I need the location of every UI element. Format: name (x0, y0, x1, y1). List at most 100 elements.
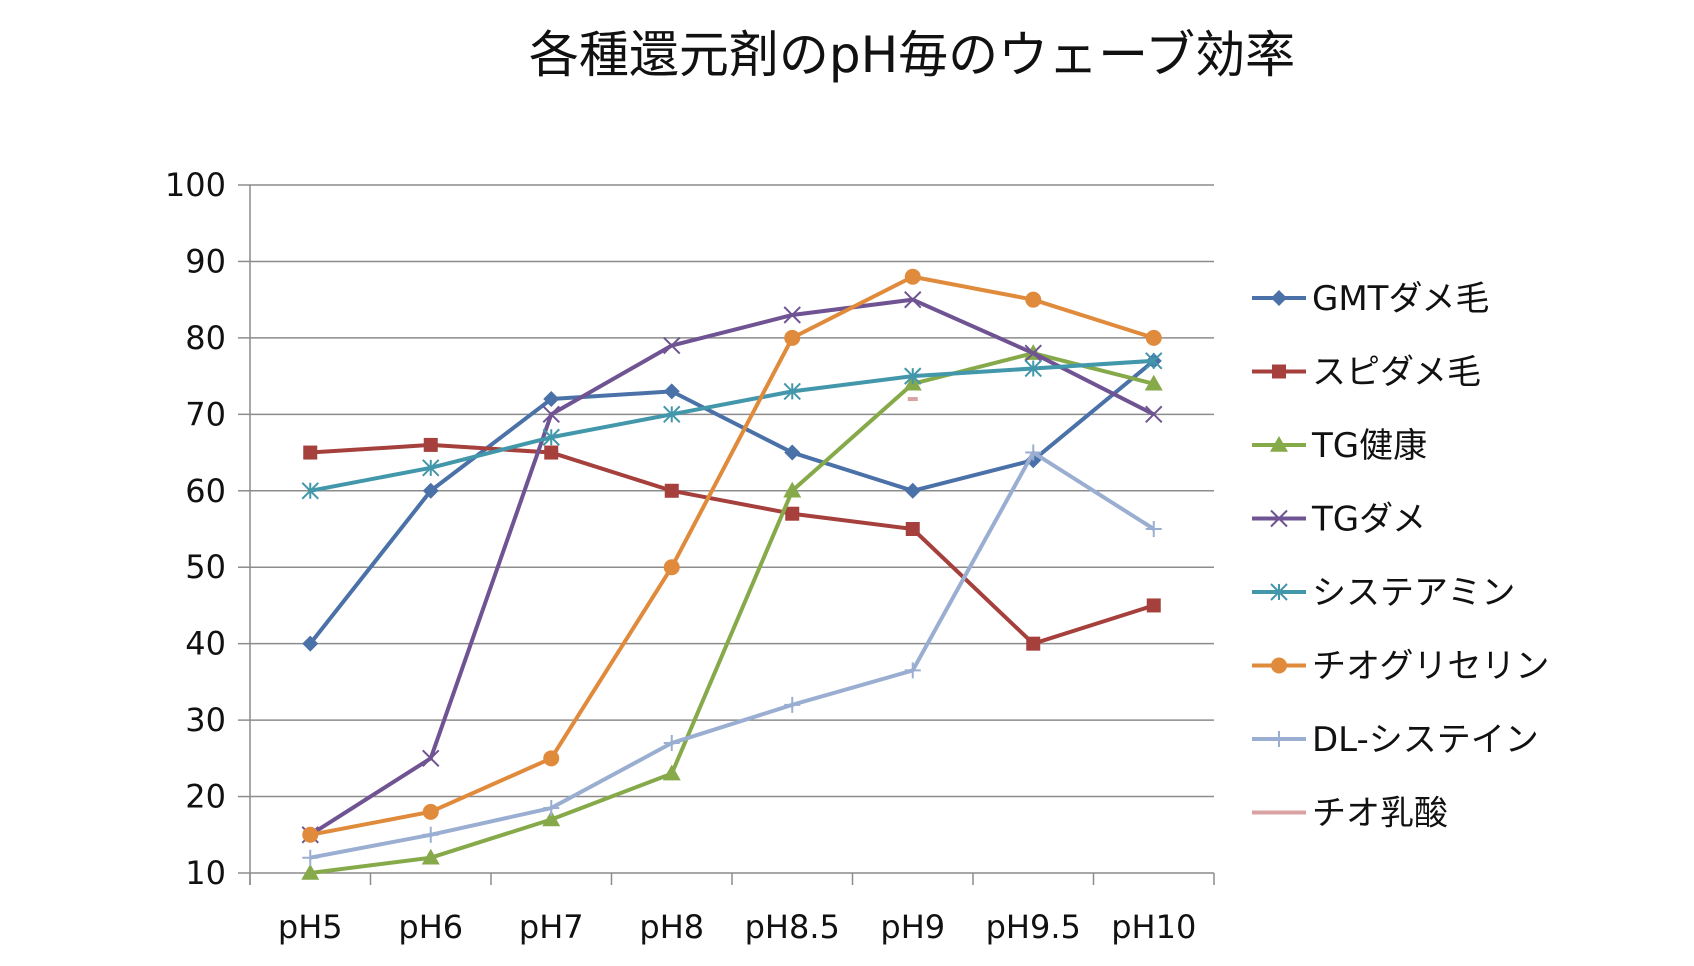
data-point-circle (663, 559, 680, 576)
y-tick-label: 20 (185, 778, 226, 816)
legend-entry: チオ乳酸 (1252, 794, 1448, 834)
data-point-diamond (904, 482, 921, 499)
data-point-plus (663, 735, 680, 752)
data-point-plus (302, 849, 319, 866)
series-3 (301, 344, 1163, 880)
data-point-star (663, 405, 681, 424)
data-point-plus (1145, 521, 1162, 537)
legend-label: チオグリセリン (1312, 647, 1549, 687)
data-point-star (783, 382, 801, 401)
data-point-plus (422, 826, 439, 843)
data-point-triangle (1270, 436, 1288, 452)
y-axis-tick-labels: 10 20 30 40 50 60 70 80 90 100 (165, 166, 226, 892)
series-line (309, 450, 1155, 860)
y-tick-label: 70 (185, 395, 226, 433)
data-point-square (1026, 636, 1041, 651)
data-point-x (1270, 509, 1288, 528)
y-tick-label: 80 (185, 319, 226, 357)
series-8 (907, 397, 918, 402)
legend-entry: チオグリセリン (1252, 647, 1549, 687)
legend-entry: TG健康 (1252, 426, 1427, 466)
series-line (309, 274, 1155, 837)
data-point-circle (302, 826, 319, 843)
legend-label: TG健康 (1311, 426, 1427, 466)
data-point-x (1145, 405, 1163, 424)
data-point-x (663, 336, 681, 355)
y-tick-label: 60 (185, 472, 226, 510)
data-point-square (664, 483, 679, 498)
series-5 (301, 352, 1163, 500)
data-point-dash (907, 397, 918, 402)
series-2 (303, 437, 1161, 651)
data-point-circle (543, 750, 560, 767)
y-tick-label: 10 (185, 854, 226, 892)
data-point-circle (904, 268, 921, 285)
data-point-diamond (543, 391, 560, 408)
y-tick-label: 30 (185, 701, 226, 739)
data-point-triangle (1144, 374, 1163, 391)
data-point-square (1146, 598, 1161, 613)
data-point-triangle (421, 848, 440, 865)
data-point-star (422, 459, 440, 477)
legend-label: DL-システイン (1312, 720, 1539, 760)
data-point-star (1024, 359, 1042, 378)
data-point-x (1024, 344, 1042, 362)
data-point-star (904, 367, 922, 385)
data-point-plus (543, 800, 560, 817)
axes (238, 184, 1215, 885)
x-tick-label: pH10 (1111, 908, 1196, 946)
y-tick-label: 90 (185, 242, 226, 280)
series-line (308, 359, 1156, 645)
data-point-star (1145, 352, 1163, 370)
data-point-plus (904, 662, 921, 679)
data-point-plus (1025, 444, 1042, 461)
data-point-triangle (542, 810, 561, 827)
x-tick-label: pH8.5 (745, 908, 840, 946)
data-point-circle (422, 803, 439, 820)
legend-label: GMTダメ毛 (1312, 279, 1489, 319)
legend-label: スピダメ毛 (1312, 353, 1481, 393)
legend-entry: TGダメ (1252, 500, 1426, 540)
data-point-square (905, 522, 920, 536)
data-point-square (423, 437, 438, 452)
gridlines (250, 184, 1214, 798)
data-point-square (544, 445, 559, 460)
data-point-diamond (784, 444, 801, 461)
data-point-star (301, 482, 319, 500)
data-point-x (783, 306, 801, 324)
series-line (310, 442, 1155, 646)
series-lines (301, 268, 1163, 880)
data-point-square (785, 506, 800, 521)
data-point-diamond (422, 482, 439, 499)
legend-label: システアミン (1312, 573, 1515, 613)
chart-title: 各種還元剤のpH毎のウェーブ効率 (529, 26, 1295, 84)
data-point-triangle (662, 764, 681, 781)
legend-entry: DL-システイン (1252, 720, 1539, 760)
x-tick-label: pH6 (398, 908, 463, 946)
legend-label: TGダメ (1311, 500, 1426, 540)
data-point-x (422, 749, 440, 768)
series-line (309, 297, 1155, 837)
legend-entry: システアミン (1252, 573, 1515, 613)
series-line (309, 351, 1155, 875)
y-tick-label: 40 (185, 625, 226, 663)
y-tick-label: 50 (185, 548, 226, 586)
x-tick-label: pH8 (639, 908, 704, 946)
data-point-diamond (663, 383, 680, 400)
data-point-plus (1271, 731, 1287, 747)
legend-entry: GMTダメ毛 (1252, 279, 1489, 319)
series-7 (302, 444, 1162, 866)
data-point-plus (784, 696, 801, 713)
series-6 (302, 268, 1162, 843)
data-point-circle (1271, 657, 1287, 674)
legend-entry: スピダメ毛 (1252, 353, 1481, 393)
data-point-circle (784, 329, 801, 346)
data-point-circle (1025, 291, 1042, 308)
data-point-star (542, 428, 560, 446)
y-tick-label: 100 (165, 166, 226, 204)
legend-label: チオ乳酸 (1312, 794, 1448, 834)
data-point-x (542, 405, 560, 424)
series-line (309, 358, 1154, 493)
